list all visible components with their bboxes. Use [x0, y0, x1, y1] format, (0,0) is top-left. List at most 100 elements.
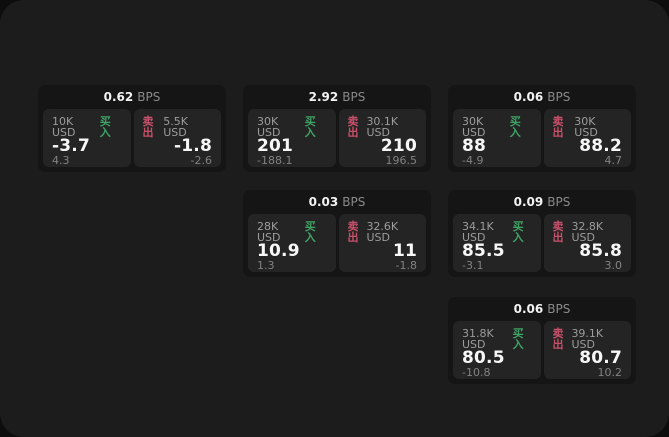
bps-header: 0.09 BPS — [453, 190, 631, 214]
buy-delta: -10.8 — [462, 366, 491, 379]
sell-side-label: 卖出 — [347, 220, 359, 244]
buy-side-label: 买入 — [304, 115, 316, 139]
buy-side-label: 买入 — [99, 115, 111, 139]
bps-header: 0.06 BPS — [453, 297, 631, 321]
sell-panel-top: 卖出 30.1K USD — [348, 116, 418, 138]
quote-body: 30K USD 买入 88 -4.9 卖出 30K USD 88.2 4.7 — [453, 109, 631, 167]
bps-unit-label: BPS — [547, 302, 571, 316]
sell-delta: 196.5 — [385, 154, 418, 167]
sell-amount: 39.1K USD — [571, 327, 604, 351]
buy-panel-top: 30K USD 买入 — [257, 116, 327, 138]
sell-panel-top: 卖出 39.1K USD — [553, 328, 623, 350]
sell-panel-top: 卖出 30K USD — [553, 116, 623, 138]
bps-unit-label: BPS — [137, 90, 161, 104]
sell-side-label: 卖出 — [552, 327, 564, 351]
buy-delta: -188.1 — [257, 154, 293, 167]
buy-panel[interactable]: 28K USD 买入 10.9 1.3 — [248, 214, 336, 272]
quote-card: 0.09 BPS 34.1K USD 买入 85.5 -3.1 卖出 32.8K… — [448, 190, 636, 277]
buy-panel-top: 30K USD 买入 — [462, 116, 532, 138]
sell-panel-top: 卖出 5.5K USD — [143, 116, 213, 138]
sell-panel-top: 卖出 32.8K USD — [553, 221, 623, 243]
sell-panel-top: 卖出 32.6K USD — [348, 221, 418, 243]
quote-body: 34.1K USD 买入 85.5 -3.1 卖出 32.8K USD 85.8… — [453, 214, 631, 272]
buy-amount: 34.1K USD — [462, 220, 494, 244]
buy-amount: 30K USD — [462, 115, 486, 139]
quote-card: 0.03 BPS 28K USD 买入 10.9 1.3 卖出 32.6K US… — [243, 190, 431, 277]
bps-value: 2.92 — [308, 90, 339, 104]
sell-price: 11 — [392, 241, 417, 261]
sell-panel[interactable]: 卖出 5.5K USD -1.8 -2.6 — [133, 109, 221, 167]
sell-panel[interactable]: 卖出 32.6K USD 11 -1.8 — [338, 214, 426, 272]
sell-side-label: 卖出 — [347, 115, 359, 139]
buy-amount: 28K USD — [257, 220, 281, 244]
quote-card: 2.92 BPS 30K USD 买入 201 -188.1 卖出 30.1K … — [243, 85, 431, 172]
sell-panel[interactable]: 卖出 30.1K USD 210 196.5 — [338, 109, 426, 167]
buy-price: 88 — [462, 136, 487, 156]
quote-body: 28K USD 买入 10.9 1.3 卖出 32.6K USD 11 -1.8 — [248, 214, 426, 272]
buy-panel[interactable]: 31.8K USD 买入 80.5 -10.8 — [453, 321, 541, 379]
quote-body: 30K USD 买入 201 -188.1 卖出 30.1K USD 210 1… — [248, 109, 426, 167]
sell-amount: 30K USD — [574, 115, 598, 139]
buy-delta: -3.1 — [462, 259, 484, 272]
sell-panel[interactable]: 卖出 32.8K USD 85.8 3.0 — [543, 214, 631, 272]
bps-unit-label: BPS — [342, 195, 366, 209]
buy-panel[interactable]: 10K USD 买入 -3.7 4.3 — [43, 109, 131, 167]
buy-panel-top: 28K USD 买入 — [257, 221, 327, 243]
sell-price: 88.2 — [579, 136, 622, 156]
quote-card: 0.06 BPS 31.8K USD 买入 80.5 -10.8 卖出 39.1… — [448, 297, 636, 384]
bps-value: 0.03 — [308, 195, 339, 209]
sell-price: 80.7 — [579, 348, 622, 368]
bps-value: 0.09 — [513, 195, 544, 209]
buy-price: 85.5 — [462, 241, 505, 261]
buy-delta: 1.3 — [257, 259, 275, 272]
bps-unit-label: BPS — [547, 195, 571, 209]
bps-header: 0.62 BPS — [43, 85, 221, 109]
sell-panel[interactable]: 卖出 30K USD 88.2 4.7 — [543, 109, 631, 167]
buy-price: -3.7 — [52, 136, 90, 156]
quote-card: 0.62 BPS 10K USD 买入 -3.7 4.3 卖出 5.5K USD — [38, 85, 226, 172]
buy-amount: 31.8K USD — [462, 327, 494, 351]
sell-price: -1.8 — [174, 136, 212, 156]
buy-delta: 4.3 — [52, 154, 70, 167]
buy-delta: -4.9 — [462, 154, 484, 167]
buy-side-label: 买入 — [512, 327, 524, 351]
sell-price: 210 — [380, 136, 417, 156]
quote-card: 0.06 BPS 30K USD 买入 88 -4.9 卖出 30K USD — [448, 85, 636, 172]
sell-amount: 32.8K USD — [571, 220, 604, 244]
buy-panel-top: 10K USD 买入 — [52, 116, 122, 138]
bps-header: 0.06 BPS — [453, 85, 631, 109]
buy-panel-top: 31.8K USD 买入 — [462, 328, 532, 350]
buy-amount: 10K USD — [52, 115, 76, 139]
sell-delta: 3.0 — [604, 259, 623, 272]
buy-price: 10.9 — [257, 241, 300, 261]
buy-side-label: 买入 — [509, 115, 521, 139]
bps-value: 0.06 — [513, 90, 544, 104]
bps-unit-label: BPS — [342, 90, 366, 104]
buy-panel-top: 34.1K USD 买入 — [462, 221, 532, 243]
bps-header: 2.92 BPS — [248, 85, 426, 109]
buy-side-label: 买入 — [304, 220, 316, 244]
sell-delta: 10.2 — [597, 366, 623, 379]
sell-panel[interactable]: 卖出 39.1K USD 80.7 10.2 — [543, 321, 631, 379]
sell-delta: -2.6 — [190, 154, 212, 167]
sell-amount: 5.5K USD — [163, 115, 188, 139]
sell-amount: 32.6K USD — [366, 220, 399, 244]
buy-price: 201 — [257, 136, 294, 156]
sell-delta: -1.8 — [395, 259, 417, 272]
buy-price: 80.5 — [462, 348, 505, 368]
buy-panel[interactable]: 30K USD 买入 201 -188.1 — [248, 109, 336, 167]
sell-side-label: 卖出 — [552, 220, 564, 244]
sell-price: 85.8 — [579, 241, 622, 261]
quote-body: 31.8K USD 买入 80.5 -10.8 卖出 39.1K USD 80.… — [453, 321, 631, 379]
sell-delta: 4.7 — [604, 154, 623, 167]
sell-amount: 30.1K USD — [366, 115, 399, 139]
sell-side-label: 卖出 — [552, 115, 564, 139]
buy-panel[interactable]: 30K USD 买入 88 -4.9 — [453, 109, 541, 167]
bps-value: 0.06 — [513, 302, 544, 316]
bps-unit-label: BPS — [547, 90, 571, 104]
buy-panel[interactable]: 34.1K USD 买入 85.5 -3.1 — [453, 214, 541, 272]
quote-body: 10K USD 买入 -3.7 4.3 卖出 5.5K USD -1.8 -2.… — [43, 109, 221, 167]
buy-side-label: 买入 — [512, 220, 524, 244]
